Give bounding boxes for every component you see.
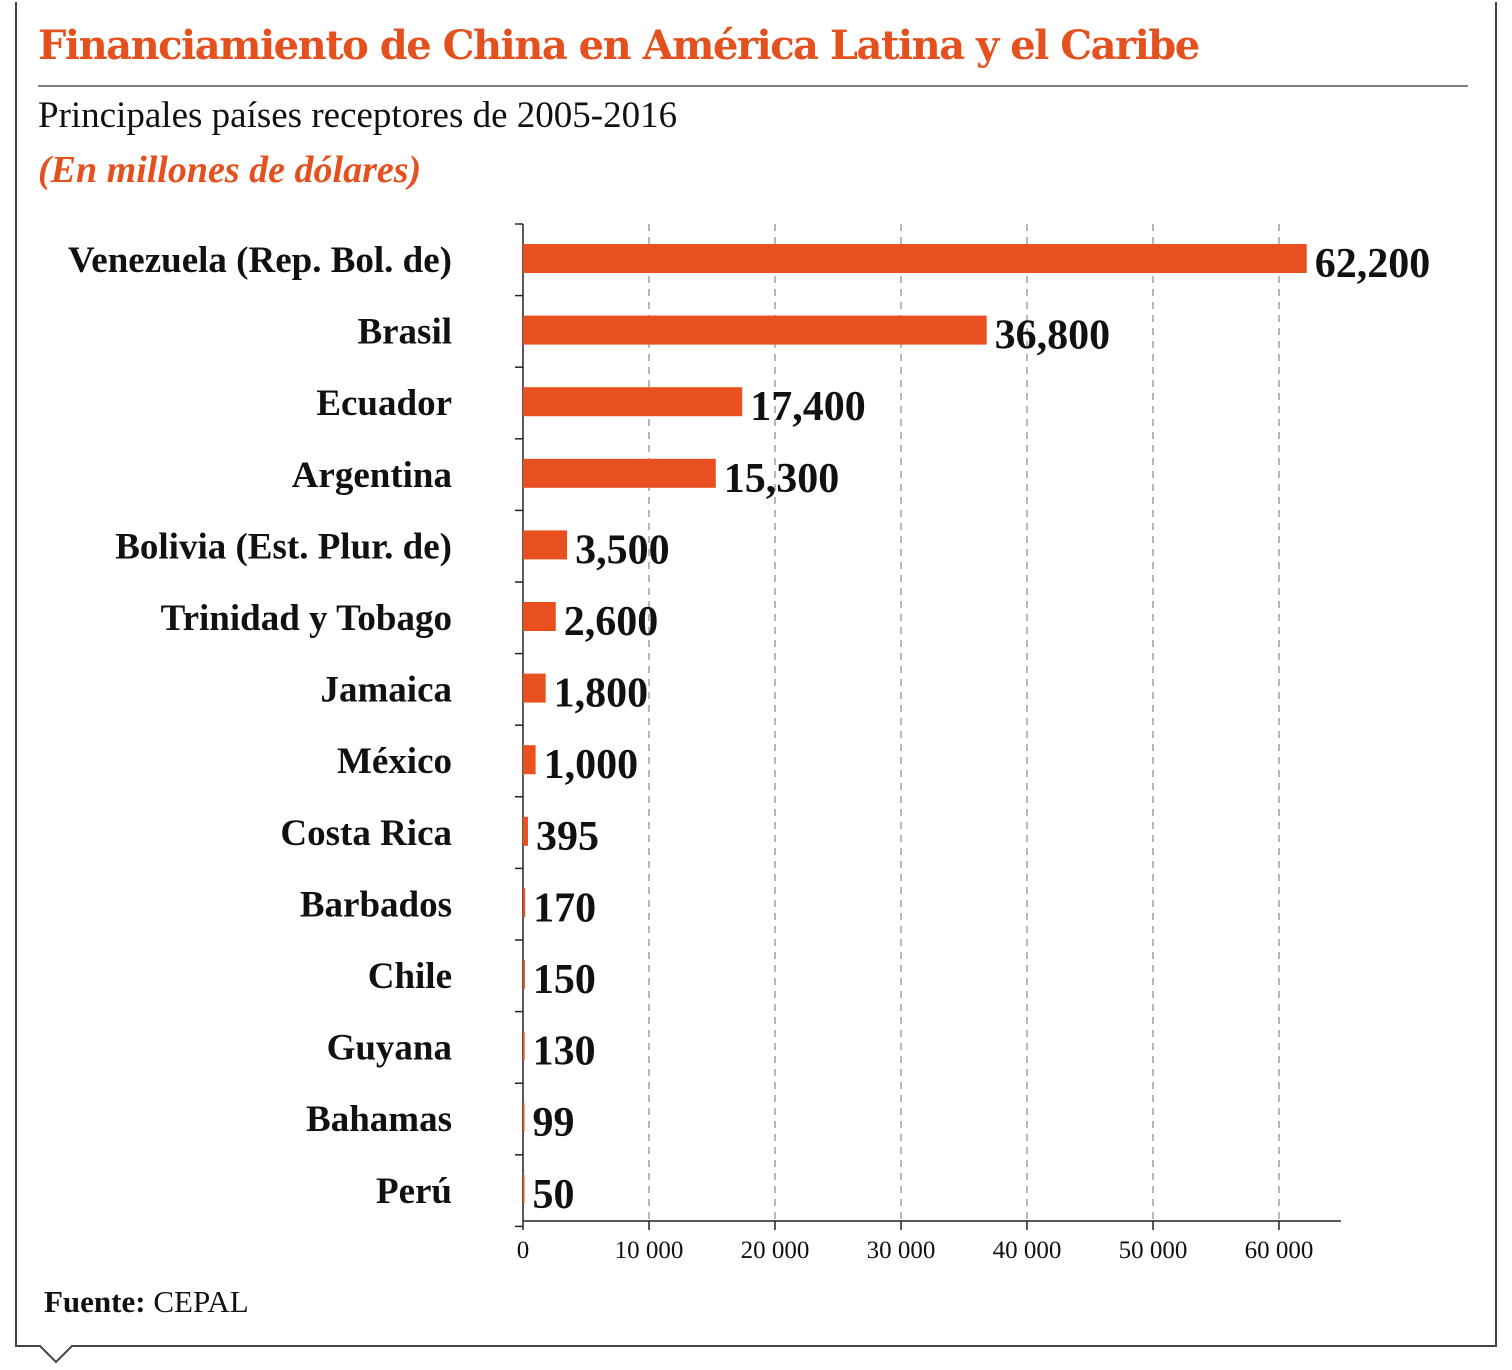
x-tick-label: 0	[517, 1237, 530, 1264]
chart-units: (En millones de dólares)	[38, 149, 422, 191]
bar	[523, 244, 1307, 273]
bar	[523, 602, 556, 631]
value-label: 3,500	[575, 527, 670, 573]
category-label: Venezuela (Rep. Bol. de)	[68, 240, 452, 281]
bar	[523, 387, 743, 417]
value-label: 17,400	[750, 384, 866, 430]
category-label: Guyana	[327, 1028, 452, 1069]
value-label: 170	[533, 885, 596, 931]
value-label: 99	[533, 1100, 575, 1146]
bar	[523, 960, 525, 989]
source-value: CEPAL	[153, 1284, 249, 1319]
value-label: 395	[536, 814, 599, 860]
value-label: 1,000	[544, 742, 639, 788]
bar	[523, 816, 528, 846]
category-label: Bolivia (Est. Plur. de)	[115, 526, 452, 567]
source-note: Fuente: CEPAL	[44, 1284, 249, 1320]
bar	[523, 673, 546, 703]
value-label: 15,300	[724, 456, 840, 502]
category-label: Chile	[368, 956, 452, 997]
chart-title: Financiamiento de China en América Latin…	[38, 22, 1200, 69]
x-tick-label: 20 000	[741, 1237, 810, 1264]
bar	[523, 530, 568, 560]
x-tick-label: 40 000	[993, 1237, 1062, 1264]
category-label: Bahamas	[306, 1099, 452, 1140]
category-label: Barbados	[300, 884, 452, 925]
value-label: 36,800	[995, 313, 1110, 359]
bar	[523, 1174, 525, 1204]
value-label: 1,800	[554, 671, 649, 717]
chart-subtitle: Principales países receptores de 2005-20…	[38, 95, 678, 136]
x-tick-label: 10 000	[615, 1237, 684, 1264]
value-label: 50	[533, 1172, 575, 1218]
bars	[523, 244, 1307, 1204]
category-label: Perú	[376, 1171, 452, 1212]
category-label: Ecuador	[316, 383, 452, 424]
category-label: Brasil	[357, 312, 452, 353]
grid-lines	[648, 224, 1280, 1221]
category-label: Costa Rica	[280, 813, 452, 854]
labels: 0 10 000 20 000 30 000 40 000 50 000 60 000 Ven…	[68, 240, 1430, 1264]
bar	[523, 888, 526, 918]
x-tick-label: 30 000	[867, 1237, 936, 1264]
value-label: 2,600	[564, 599, 659, 645]
bar	[523, 1103, 525, 1133]
bar	[523, 1031, 525, 1061]
category-label: México	[337, 741, 452, 782]
source-label: Fuente:	[44, 1284, 146, 1319]
x-tick-label: 50 000	[1119, 1237, 1188, 1264]
value-label: 62,200	[1315, 241, 1431, 287]
value-label: 130	[533, 1029, 596, 1075]
axes	[515, 223, 1341, 1230]
category-label: Argentina	[292, 455, 452, 496]
x-tick-label: 60 000	[1245, 1237, 1314, 1264]
bar	[523, 745, 536, 775]
bar	[523, 458, 716, 488]
bar	[523, 315, 987, 345]
category-label: Jamaica	[320, 670, 452, 711]
value-label: 150	[533, 957, 596, 1003]
category-label: Trinidad y Tobago	[161, 598, 452, 639]
